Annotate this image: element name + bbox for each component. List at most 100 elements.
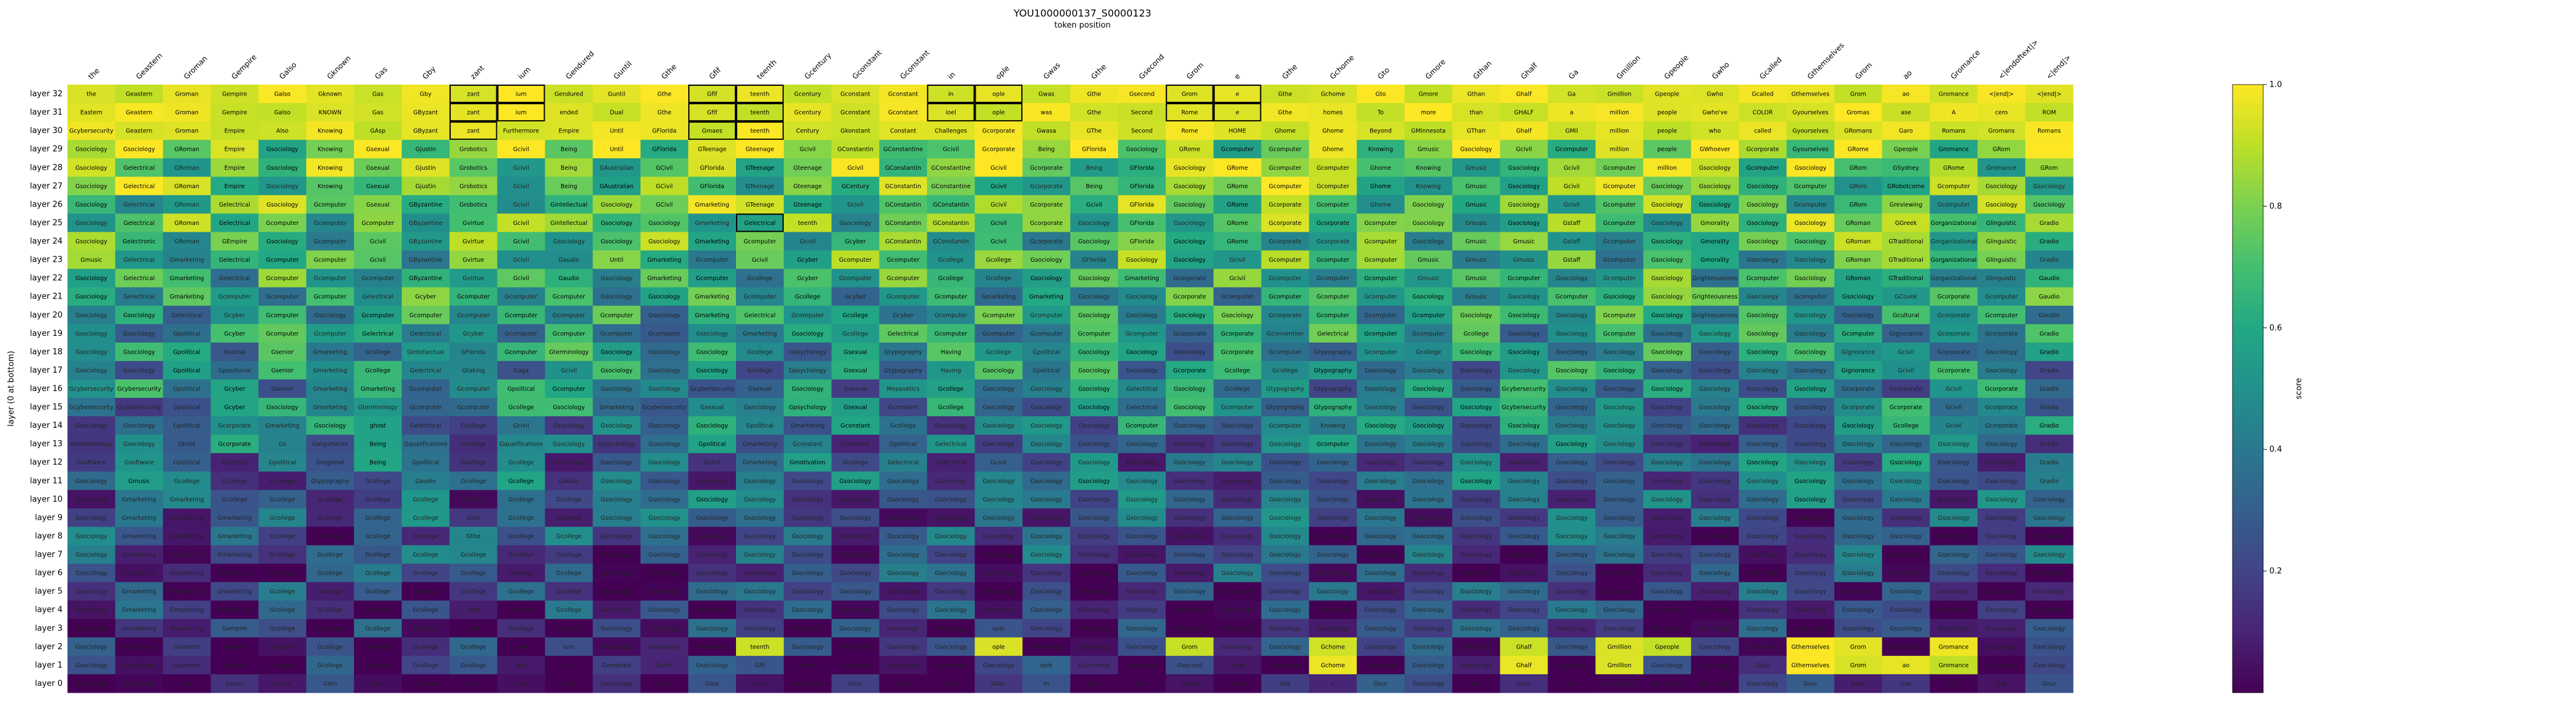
cell-token-label: Gsociology <box>1269 533 1301 540</box>
heatmap-cell <box>1691 195 1739 214</box>
cell-token-label: Gcomputer <box>1269 294 1301 300</box>
cell-token-label: Gsociology <box>1174 238 1206 245</box>
cell-token-label: Gstaff <box>1563 220 1581 227</box>
cell-token-label: Gcomputer <box>1269 275 1301 282</box>
heatmap-cell <box>783 287 832 306</box>
cell-token-label: Gsociology <box>1795 441 1827 448</box>
cell-token-label: Gmarketing <box>170 570 204 577</box>
cell-token-label: Gsociology <box>1603 423 1635 430</box>
heatmap-cell <box>1213 250 1262 270</box>
highlight-box <box>688 121 737 140</box>
cell-token-label: Gtypography <box>1314 386 1352 393</box>
cell-token-label: Gsociology <box>648 294 680 300</box>
cell-token-label: Gelectrical <box>935 441 967 448</box>
heatmap-cell <box>592 85 641 104</box>
cell-token-label: Gsociology <box>1269 552 1301 558</box>
cell-token-label: Gcomputer <box>1317 165 1349 172</box>
cell-token-label: Gsociology <box>75 680 107 687</box>
cell-token-label: Gsociology <box>1795 533 1827 540</box>
cell-token-label: Gcollege <box>413 570 439 577</box>
heatmap-cell <box>736 342 784 362</box>
heatmap-cell <box>975 121 1023 140</box>
cell-token-label: Gcomputer <box>696 257 728 264</box>
heatmap-cell <box>306 177 355 196</box>
cell-token-label: Gwas <box>1038 91 1054 98</box>
cell-token-label: Gsociology <box>648 607 680 614</box>
cell-token-label: Gsociology <box>792 607 824 614</box>
y-tick-label: layer 22 <box>30 274 63 283</box>
cell-token-label: Gsociology <box>1222 497 1254 503</box>
cell-token-label: Gcollege <box>508 533 534 540</box>
heatmap-cell <box>258 85 307 104</box>
cell-token-label: Gsociology <box>1174 405 1206 411</box>
cell-token-label: Gpolitical <box>173 367 201 374</box>
cell-token-label: Gdec <box>991 680 1006 687</box>
heatmap-cell <box>1452 121 1501 140</box>
cell-token-label: Gsociology <box>1747 680 1779 687</box>
heatmap-cell <box>163 140 212 159</box>
cell-token-label: Empire <box>224 165 245 172</box>
cell-token-label: Gcollege <box>413 662 439 669</box>
cell-token-label: Gsociology <box>1699 625 1731 632</box>
cell-token-label: Gsociology <box>792 497 824 503</box>
heatmap-cell <box>402 103 450 122</box>
cell-token-label: Gsociology <box>1747 238 1779 245</box>
cell-token-label: Gsociology <box>1651 275 1683 282</box>
heatmap-cell <box>1309 305 1357 325</box>
cell-token-label: Gsociology <box>1413 367 1444 374</box>
heatmap-cell <box>1643 103 1692 122</box>
heatmap-cell <box>1309 121 1357 140</box>
cell-token-label: Gsociology <box>1842 625 1874 632</box>
heatmap-cell <box>115 213 164 232</box>
cell-token-label: Gcomputer <box>1364 312 1397 319</box>
highlight-box <box>975 103 1023 122</box>
cell-token-label: Until <box>610 128 623 135</box>
heatmap-cell <box>927 324 975 343</box>
cell-token-label: Gsociology <box>1174 202 1206 208</box>
cell-token-label: Gsociology <box>1365 625 1397 632</box>
cell-token-label: Gcomputer <box>553 330 585 337</box>
cell-token-label: Gwho've <box>1703 110 1728 116</box>
heatmap-cell <box>258 324 307 343</box>
cell-token-label: Gaudio <box>2039 275 2060 282</box>
cell-token-label: Constant <box>890 128 916 135</box>
y-tick-label: layer 12 <box>30 458 63 467</box>
cell-token-label: Gelectrical <box>123 275 155 282</box>
cell-token-label: Gsociology <box>1795 275 1827 282</box>
cell-token-label: Gsociology <box>1603 680 1635 687</box>
heatmap-cell <box>831 342 880 362</box>
cell-token-label: Gsociology <box>1365 515 1397 522</box>
heatmap-cell <box>1022 121 1071 140</box>
cell-token-label: Until <box>610 147 623 153</box>
cell-token-label: Gcivil <box>1945 405 1961 411</box>
heatmap-cell <box>927 305 975 325</box>
cell-token-label: Gsociology <box>1078 220 1110 227</box>
cell-token-label: Gsociology <box>1699 515 1731 522</box>
heatmap-cell <box>1213 232 1262 251</box>
heatmap-cell <box>831 158 880 177</box>
cell-token-label: Gpolitical <box>1033 349 1060 356</box>
cell-token-label: Galso <box>274 91 291 98</box>
heatmap-cell <box>1930 177 1978 196</box>
y-tick-label: layer 27 <box>30 181 63 191</box>
cell-token-label: Gcomputer <box>1269 423 1301 430</box>
colorbar-label: score <box>2294 378 2304 400</box>
cell-token-label: Gsociology <box>1078 386 1110 393</box>
cell-token-label: Gradio <box>2039 478 2059 485</box>
cell-token-label: GByzantine <box>409 202 443 208</box>
y-tick-label: layer 8 <box>35 531 63 541</box>
cell-token-label: Gsenior <box>271 349 294 356</box>
heatmap-cell <box>1977 287 2026 306</box>
heatmap-cell <box>1405 177 1453 196</box>
cell-token-label: Gcomputer <box>1603 330 1636 337</box>
heatmap-cell <box>1882 121 1930 140</box>
cell-token-label: GByzantine <box>409 257 443 264</box>
heatmap-cell <box>1595 195 1644 214</box>
cell-token-label: Gsociology <box>1651 662 1683 669</box>
heatmap-cell <box>1547 213 1596 232</box>
colorbar-tick-label: 0.8 <box>2269 202 2282 211</box>
cell-token-label: GFlorida <box>1082 147 1106 153</box>
cell-token-label: Gsociology <box>1508 533 1540 540</box>
cell-token-label: Gradio <box>2039 441 2059 448</box>
cell-token-label: Gsociology <box>1078 294 1110 300</box>
